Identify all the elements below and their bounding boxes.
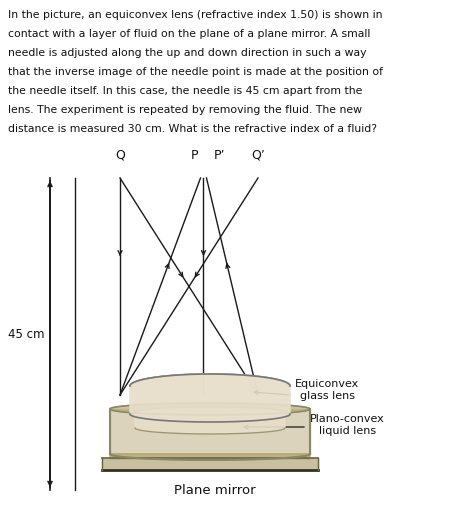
Polygon shape xyxy=(110,454,310,460)
Text: distance is measured 30 cm. What is the refractive index of a fluid?: distance is measured 30 cm. What is the … xyxy=(8,124,377,134)
Polygon shape xyxy=(102,458,318,470)
Text: In the picture, an equiconvex lens (refractive index 1.50) is shown in: In the picture, an equiconvex lens (refr… xyxy=(8,10,383,20)
Polygon shape xyxy=(130,374,290,422)
Text: Plano-convex
liquid lens: Plano-convex liquid lens xyxy=(310,414,385,436)
Text: Equiconvex
glass lens: Equiconvex glass lens xyxy=(295,379,359,401)
Text: needle is adjusted along the up and down direction in such a way: needle is adjusted along the up and down… xyxy=(8,48,366,58)
Text: that the inverse image of the needle point is made at the position of: that the inverse image of the needle poi… xyxy=(8,67,383,77)
Polygon shape xyxy=(110,409,310,454)
Text: Q’: Q’ xyxy=(251,149,265,162)
Text: Plane mirror: Plane mirror xyxy=(174,484,256,497)
Polygon shape xyxy=(130,374,290,422)
Polygon shape xyxy=(135,407,285,434)
Text: contact with a layer of fluid on the plane of a plane mirror. A small: contact with a layer of fluid on the pla… xyxy=(8,29,370,39)
Text: P: P xyxy=(191,149,199,162)
Polygon shape xyxy=(110,403,310,415)
Text: lens. The experiment is repeated by removing the fluid. The new: lens. The experiment is repeated by remo… xyxy=(8,105,362,115)
Text: P’: P’ xyxy=(214,149,226,162)
Text: the needle itself. In this case, the needle is 45 cm apart from the: the needle itself. In this case, the nee… xyxy=(8,86,363,96)
Text: 45 cm: 45 cm xyxy=(9,327,45,341)
Text: Q: Q xyxy=(115,149,125,162)
